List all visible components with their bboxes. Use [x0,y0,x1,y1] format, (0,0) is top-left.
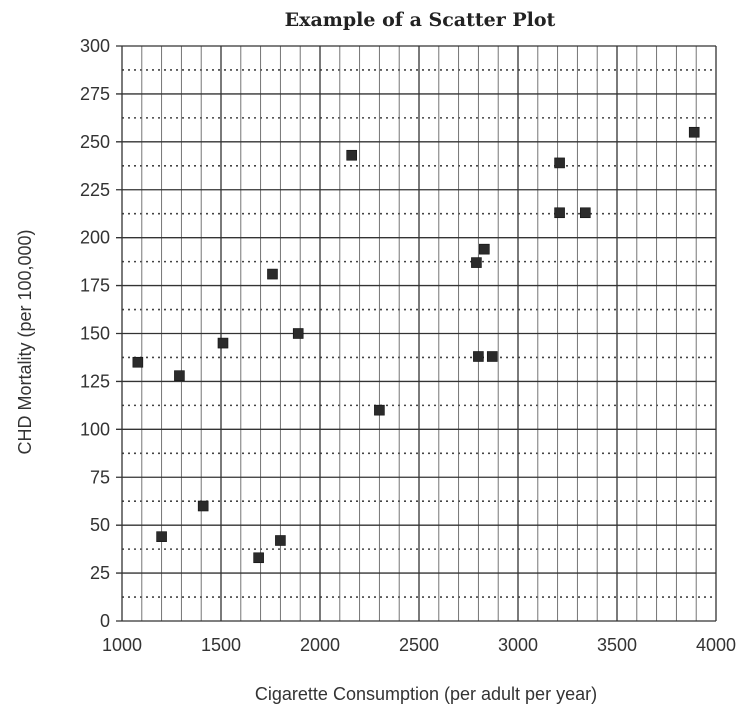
data-point [156,531,167,542]
y-tick-label: 175 [80,276,110,296]
x-axis-label: Cigarette Consumption (per adult per yea… [255,684,597,704]
y-tick-label: 275 [80,84,110,104]
data-point [580,207,591,219]
data-point [174,370,185,381]
grid [116,45,717,622]
y-tick-labels: 0 25 50 75 100 125 150 175 200 225 250 275 300 [80,36,110,631]
x-tick-label: 3000 [498,635,538,655]
y-tick-label: 125 [80,371,110,391]
y-tick-label: 25 [90,563,110,583]
data-point [688,126,700,138]
data-point [471,257,482,268]
data-point [374,404,385,416]
y-tick-label: 150 [80,324,110,344]
data-point [479,243,490,255]
y-tick-label: 200 [80,228,110,248]
y-tick-label: 100 [80,419,110,439]
y-tick-label: 0 [100,611,110,631]
x-tick-label: 4000 [696,635,736,655]
x-tick-label: 2000 [300,635,340,655]
y-tick-label: 50 [90,515,110,535]
x-tick-labels: 1000 1500 2000 2500 3000 3500 4000 [102,635,736,655]
data-point [554,157,565,169]
data-point [132,356,144,368]
data-point [217,337,229,349]
y-tick-label: 225 [80,180,110,200]
chart-title: Example of a Scatter Plot [285,9,556,31]
data-point [554,207,565,219]
data-point [253,552,264,564]
data-point [473,351,484,362]
x-tick-label: 2500 [399,635,439,655]
data-point [275,535,286,546]
data-points [132,126,700,564]
y-axis-label: CHD Mortality (per 100,000) [15,229,35,454]
x-tick-label: 1000 [102,635,142,655]
y-tick-label: 250 [80,132,110,152]
data-point [346,149,357,161]
y-tick-label: 300 [80,36,110,56]
data-point [267,268,278,280]
y-tick-label: 75 [90,467,110,487]
x-tick-label: 3500 [597,635,637,655]
data-point [292,328,304,339]
data-point [197,500,209,512]
data-point [486,351,498,362]
x-tick-label: 1500 [201,635,241,655]
